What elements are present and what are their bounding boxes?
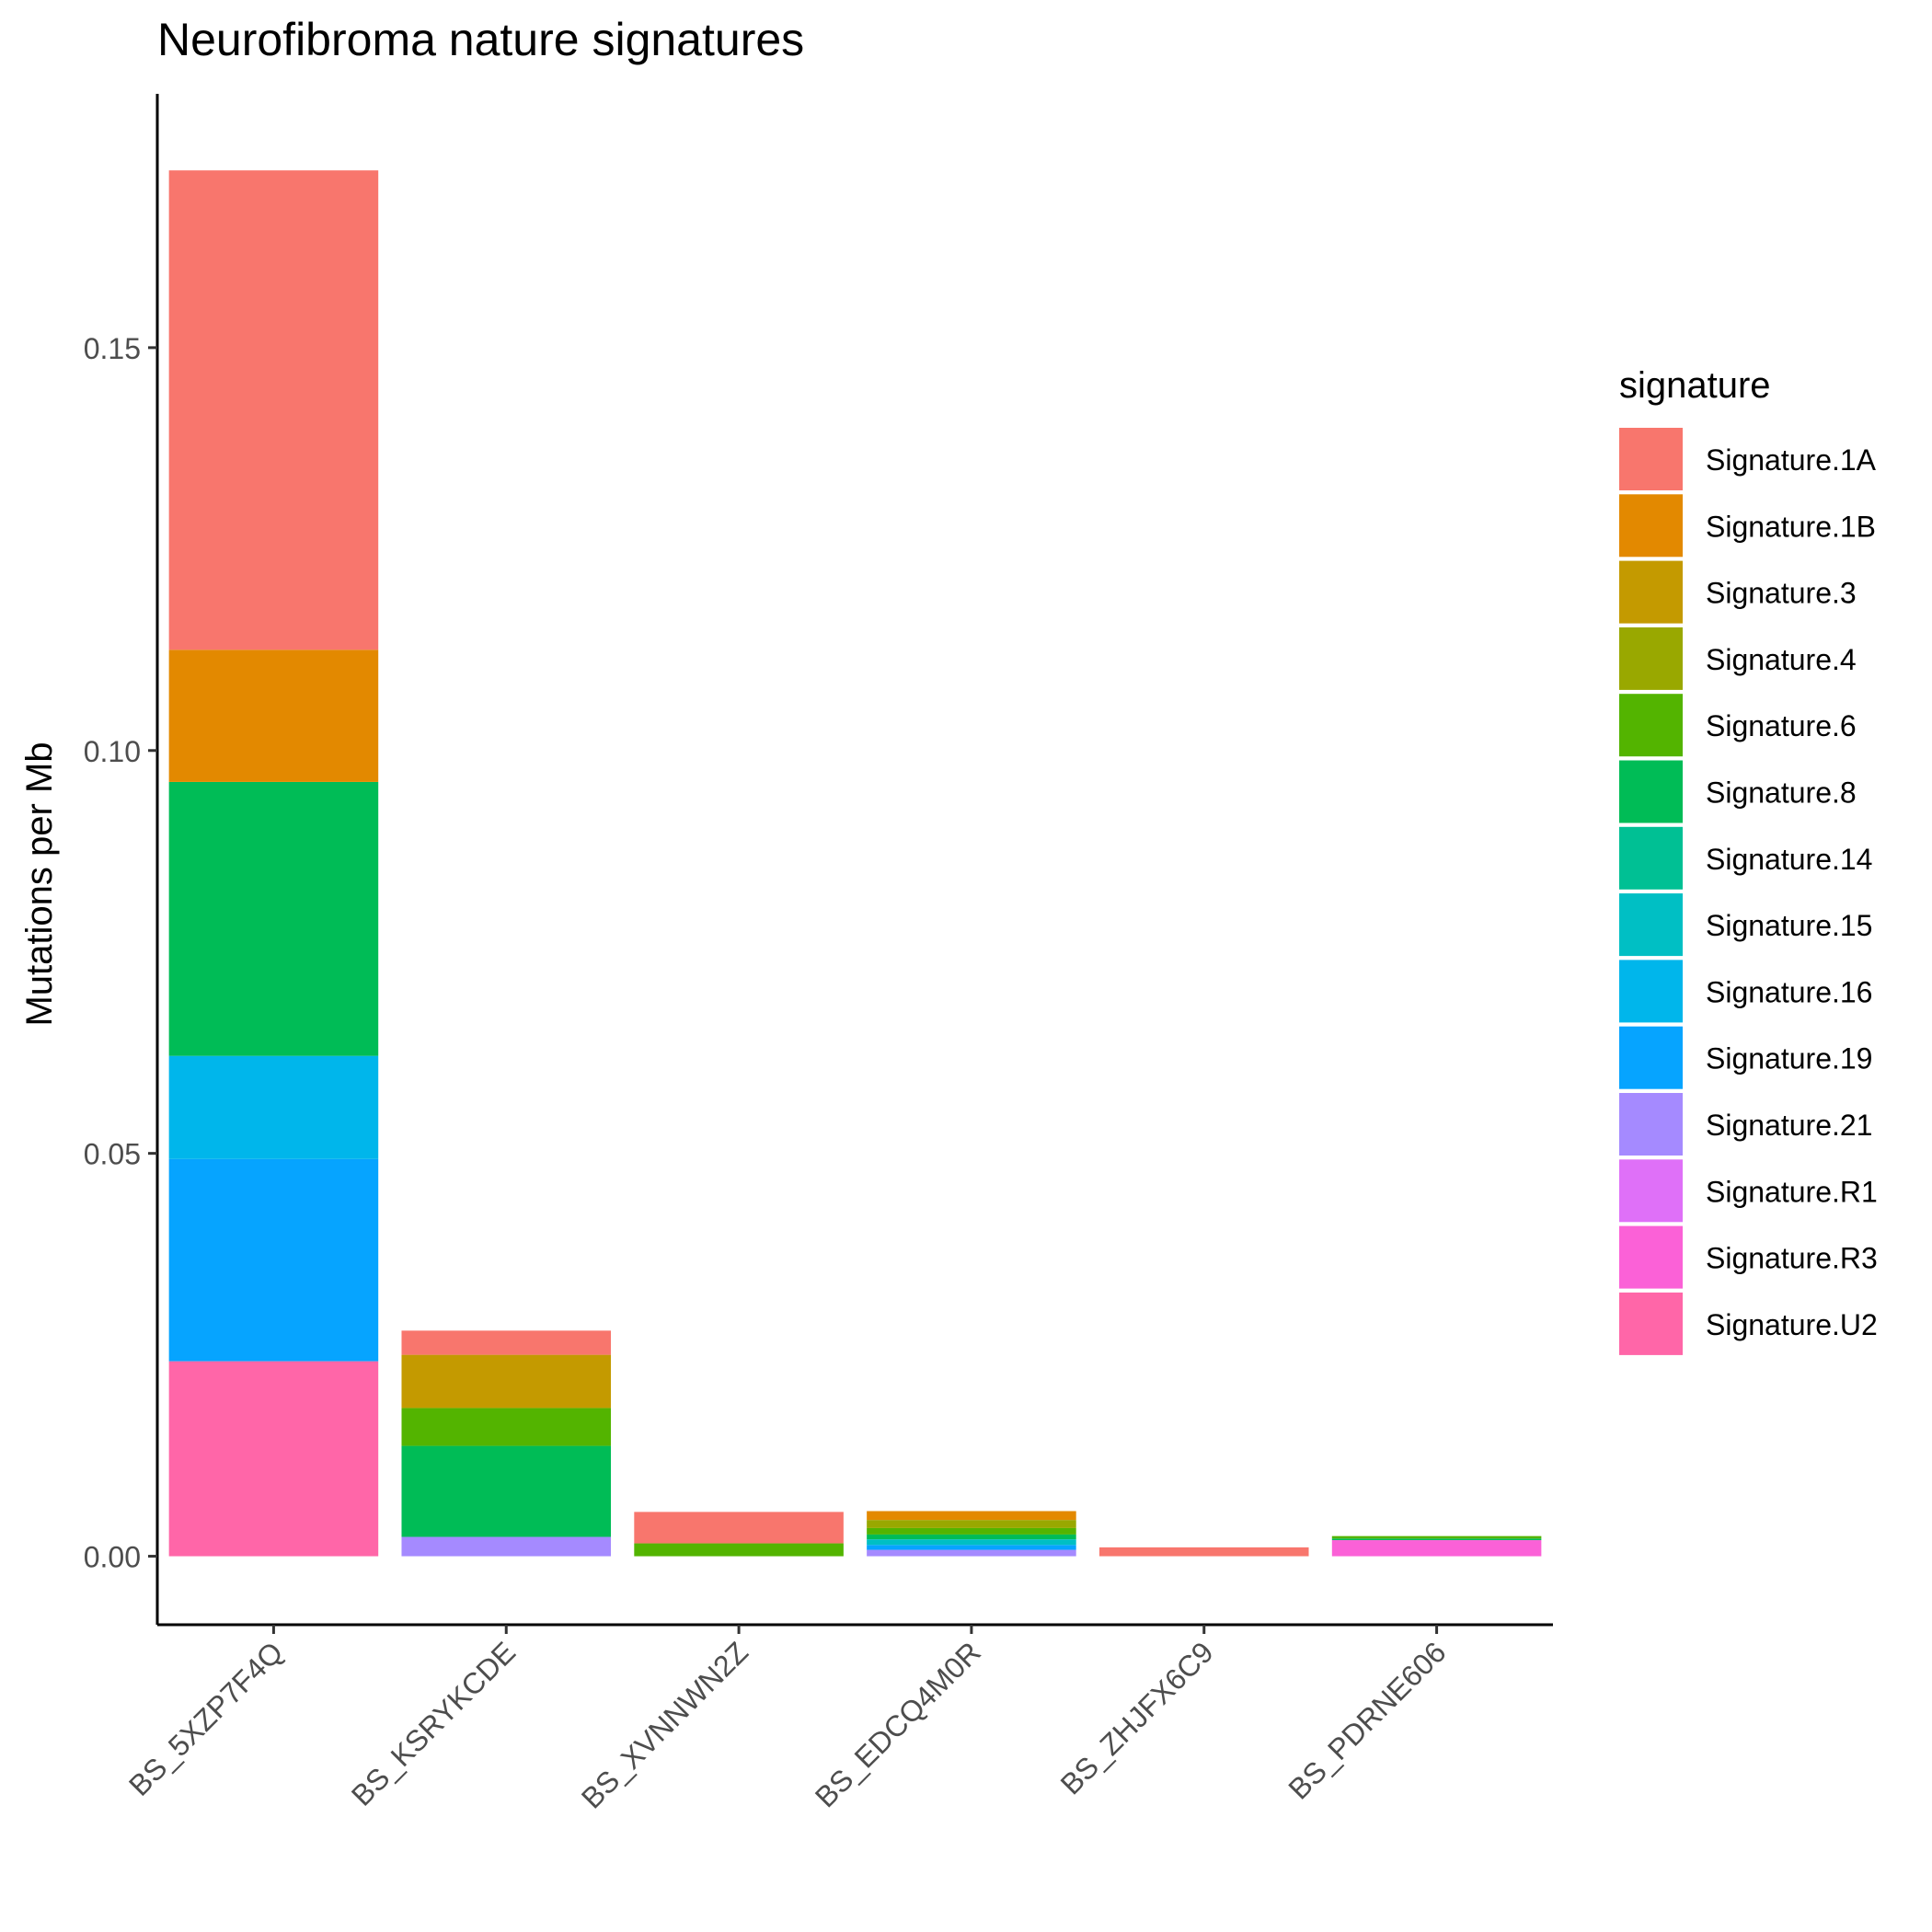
chart-title: Neurofibroma nature signatures [157, 14, 804, 65]
legend-key [1619, 1225, 1683, 1289]
legend-label: Signature.U2 [1706, 1308, 1878, 1341]
bar-segment [867, 1527, 1076, 1535]
bar-segment [867, 1520, 1076, 1528]
bar-segment [401, 1354, 612, 1409]
bar-segment [1331, 1538, 1542, 1541]
legend-key [1619, 960, 1683, 1023]
y-tick-label: 0.05 [84, 1138, 141, 1171]
bar-segment [867, 1549, 1076, 1557]
legend-label: Signature.3 [1706, 577, 1857, 610]
bar-segment [168, 650, 379, 782]
bar-segment [401, 1330, 612, 1355]
bar-segment [867, 1539, 1076, 1546]
legend-label: Signature.14 [1706, 843, 1872, 876]
bar-segment [168, 1158, 379, 1362]
legend-label: Signature.4 [1706, 643, 1857, 676]
bar-segment [634, 1543, 844, 1557]
bar-segment [1098, 1547, 1309, 1557]
y-tick-label: 0.00 [84, 1541, 141, 1574]
bar-segment [168, 170, 379, 650]
legend-key [1619, 428, 1683, 490]
x-tick-label: BS_5XZP7F4Q [122, 1635, 289, 1801]
y-axis-label: Mutations per Mb [19, 742, 60, 1026]
legend-label: Signature.19 [1706, 1042, 1872, 1075]
x-tick-label: BS_EDCQ4M0R [809, 1635, 987, 1813]
legend-label: Signature.21 [1706, 1109, 1872, 1142]
bar-segment [1331, 1540, 1542, 1557]
legend-label: Signature.8 [1706, 776, 1857, 810]
bars-group [168, 170, 1542, 1557]
legend-key [1619, 826, 1683, 890]
legend-key [1619, 560, 1683, 624]
legend-label: Signature.1B [1706, 510, 1876, 543]
legend-key [1619, 760, 1683, 823]
legend-key [1619, 893, 1683, 957]
x-tick-label: BS_KSRYKCDE [345, 1635, 522, 1811]
legend-key [1619, 1093, 1683, 1156]
bar-segment [1331, 1535, 1542, 1539]
legend-label: Signature.6 [1706, 709, 1857, 742]
bar-segment [634, 1512, 844, 1544]
legend-label: Signature.16 [1706, 975, 1872, 1008]
legend-title: signature [1619, 365, 1771, 406]
bar-segment [867, 1534, 1076, 1540]
legend-label: Signature.R1 [1706, 1175, 1878, 1208]
y-tick-label: 0.15 [84, 332, 141, 365]
legend-key [1619, 627, 1683, 690]
legend-label: Signature.15 [1706, 909, 1872, 942]
bar-segment [401, 1536, 612, 1557]
legend-key [1619, 494, 1683, 558]
x-tick-label: BS_PDRNE606 [1282, 1635, 1452, 1805]
bar-segment [168, 1361, 379, 1557]
x-tick-label: BS_XVNNWN2Z [575, 1635, 754, 1814]
legend-label: Signature.1A [1706, 443, 1877, 477]
y-tick-label: 0.10 [84, 735, 141, 768]
legend: signature Signature.1A Signature.1B Signat… [1619, 365, 1878, 1355]
bar-segment [401, 1445, 612, 1537]
legend-key [1619, 1292, 1683, 1355]
bar-segment [401, 1408, 612, 1446]
legend-key [1619, 1026, 1683, 1089]
bar-segment [168, 781, 379, 1056]
bar-segment [168, 1055, 379, 1159]
legend-label: Signature.R3 [1706, 1242, 1878, 1275]
x-axis: BS_5XZP7F4Q BS_KSRYKCDE BS_XVNNWN2Z BS_EDCQ… [122, 1623, 1553, 1815]
y-axis: 0.00 0.05 0.10 0.15 [84, 94, 159, 1625]
bar-segment [867, 1545, 1076, 1550]
legend-key [1619, 1159, 1683, 1223]
bar-segment [867, 1511, 1076, 1521]
x-tick-label: BS_ZHJFX6C9 [1054, 1635, 1220, 1800]
legend-key [1619, 694, 1683, 757]
